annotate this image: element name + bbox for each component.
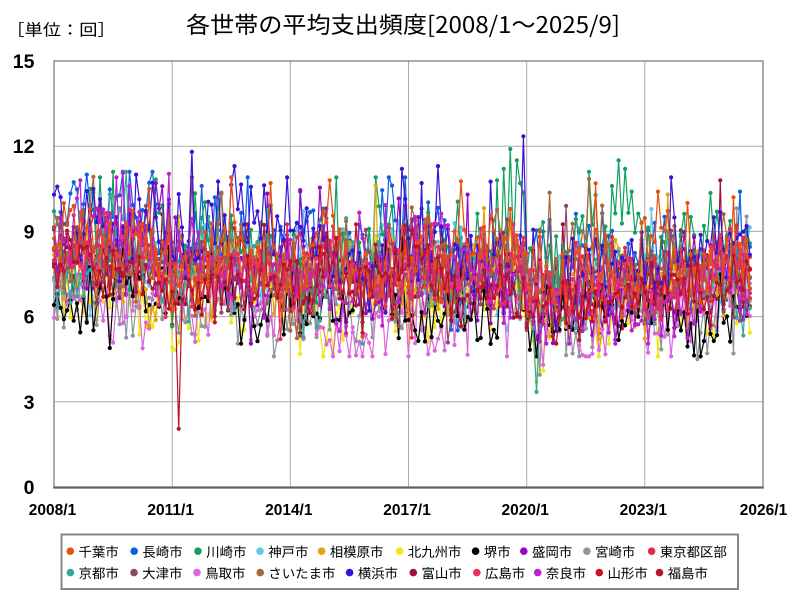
svg-text:2023/1: 2023/1 — [620, 502, 668, 519]
svg-text:2011/1: 2011/1 — [147, 502, 194, 519]
svg-text:6: 6 — [24, 307, 35, 329]
svg-text:2017/1: 2017/1 — [383, 502, 431, 519]
svg-text:9: 9 — [24, 221, 35, 243]
svg-text:2020/1: 2020/1 — [501, 502, 549, 519]
svg-text:2014/1: 2014/1 — [265, 502, 313, 519]
svg-text:0: 0 — [24, 477, 35, 499]
svg-text:2026/1: 2026/1 — [740, 502, 788, 519]
svg-text:3: 3 — [24, 392, 35, 414]
svg-text:15: 15 — [13, 51, 35, 73]
svg-text:12: 12 — [13, 136, 35, 158]
svg-text:2008/1: 2008/1 — [29, 502, 77, 519]
